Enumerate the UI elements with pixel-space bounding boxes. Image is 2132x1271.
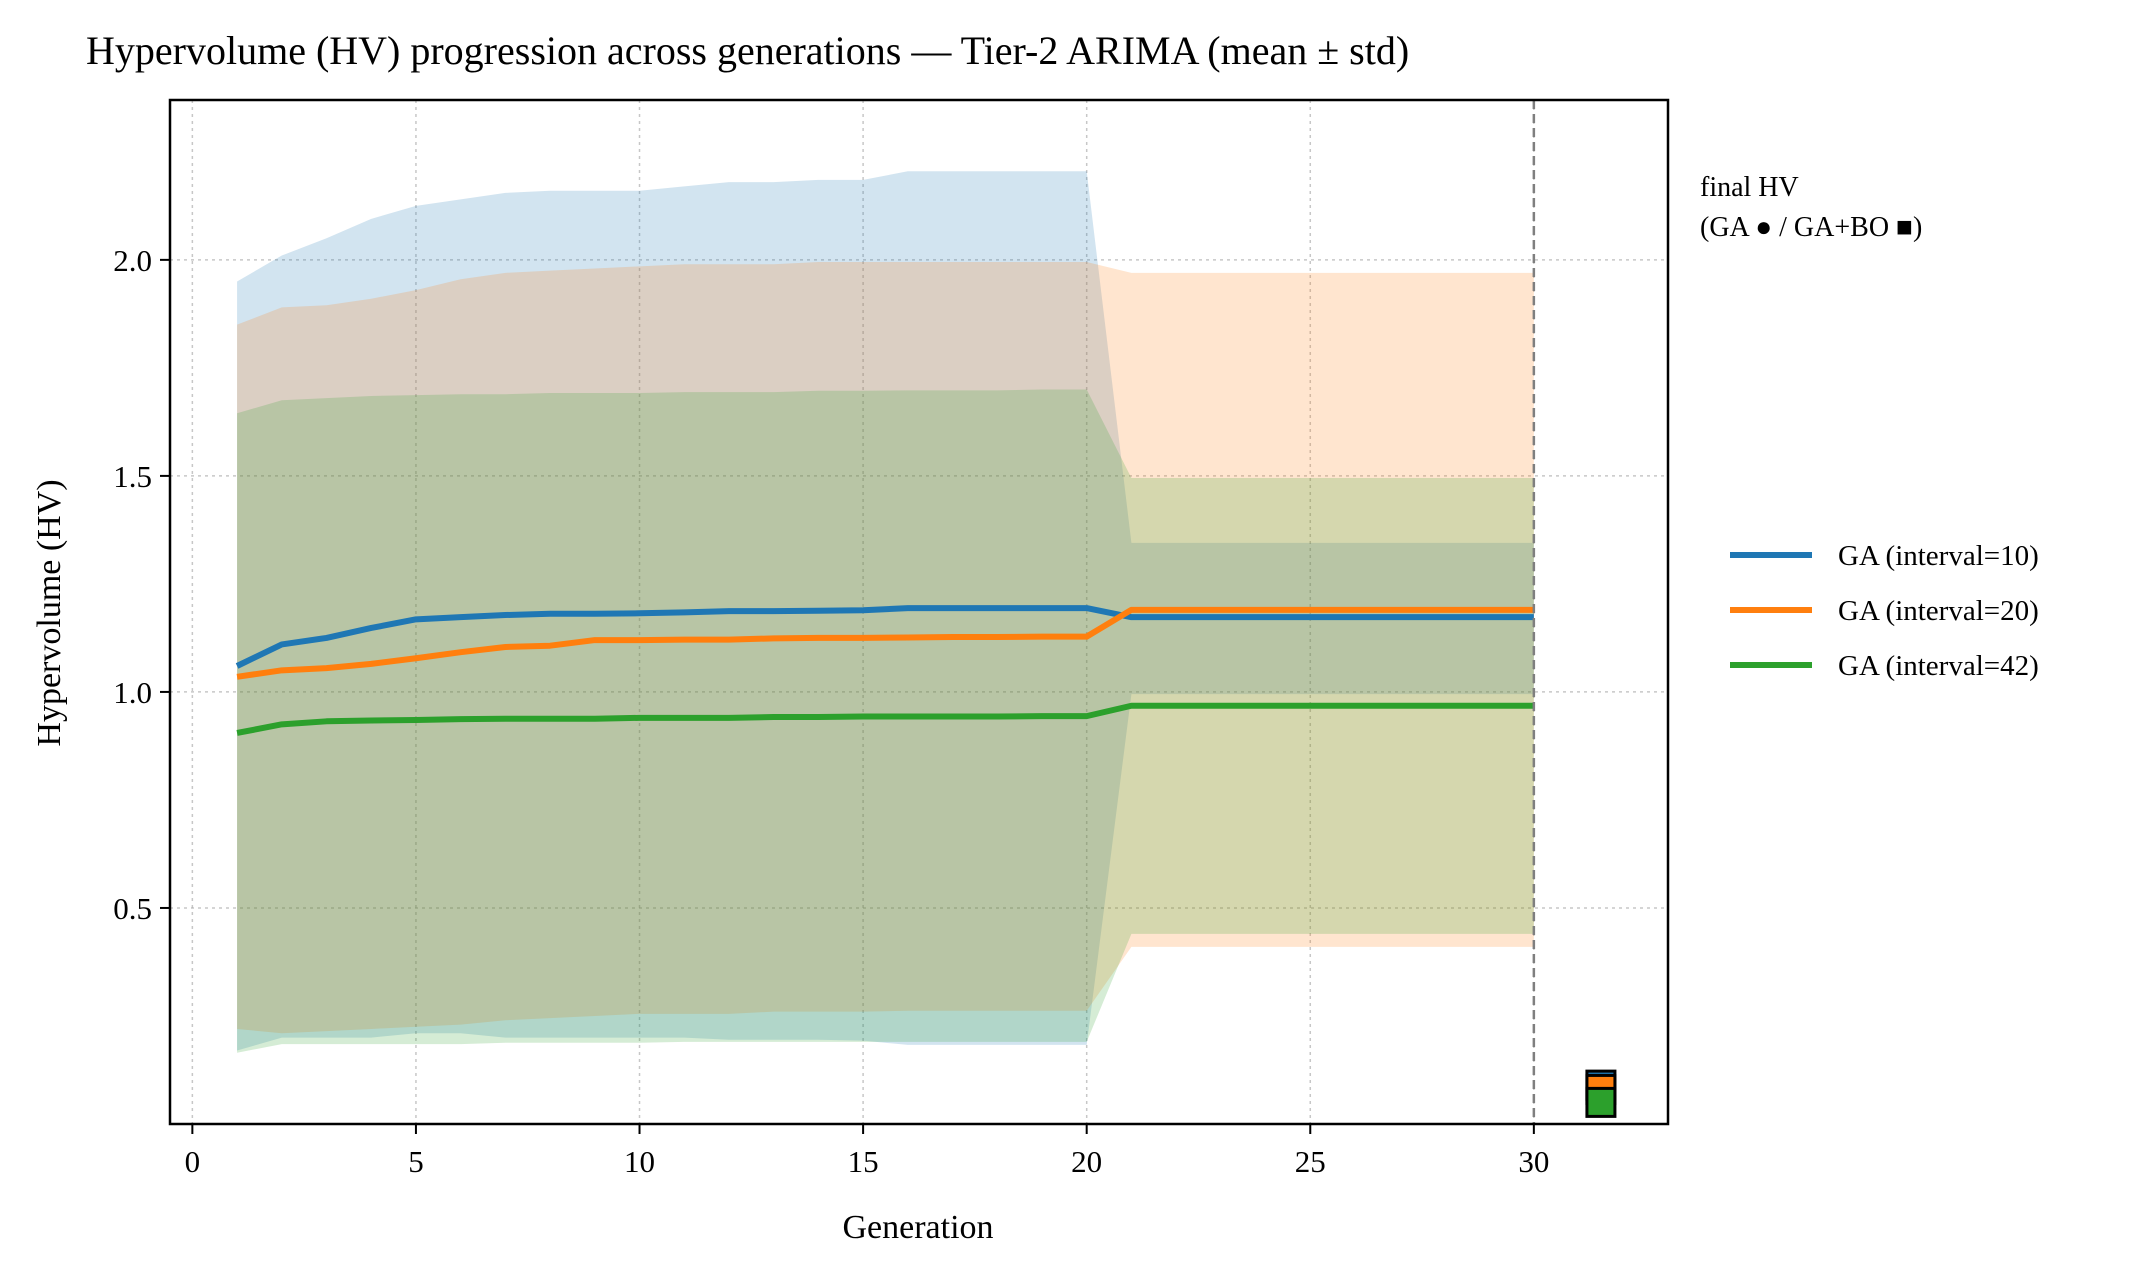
mean-line: [236, 702, 1534, 736]
x-tick-label: 0: [185, 1144, 201, 1179]
mean-line: [235, 605, 1534, 669]
y-tick-label: 2.0: [113, 243, 152, 278]
x-axis-ticks: 0 5 10 15 20 25 30: [185, 1124, 1549, 1179]
y-axis-label: Hypervolume (HV): [31, 479, 68, 746]
legend: GA (interval=10) GA (interval=20) GA (inte…: [1730, 540, 2039, 682]
final-hv-annotation: final HV (GA ● / GA+BO ■): [1700, 172, 1922, 243]
mean-line: [236, 606, 1534, 680]
std-band: [237, 389, 1534, 1053]
legend-label: GA (interval=20): [1838, 595, 2039, 627]
y-axis-ticks: 0.5 1.0 1.5 2.0: [113, 243, 170, 926]
mean-lines: [235, 605, 1534, 736]
x-tick-label: 5: [408, 1144, 424, 1179]
y-tick-label: 1.0: [113, 675, 152, 710]
x-tick-label: 30: [1518, 1144, 1549, 1179]
x-axis-label: Generation: [842, 1209, 993, 1246]
y-tick-label: 0.5: [113, 891, 152, 926]
x-tick-label: 25: [1295, 1144, 1326, 1179]
final-hv-square-marker: [1585, 1086, 1617, 1118]
annotation-line-2: (GA ● / GA+BO ■): [1700, 212, 1922, 243]
std-band: [237, 262, 1534, 1034]
legend-label: GA (interval=10): [1838, 540, 2039, 572]
x-tick-label: 20: [1071, 1144, 1102, 1179]
plot-frame: [168, 98, 1670, 1126]
legend-label: GA (interval=42): [1838, 650, 2039, 682]
annotation-line-1: final HV: [1700, 172, 1799, 203]
std-bands: [237, 171, 1534, 1053]
chart-title: Hypervolume (HV) progression across gene…: [86, 28, 1409, 73]
x-tick-label: 10: [624, 1144, 655, 1179]
final-hv-markers: [1585, 1069, 1617, 1118]
x-tick-label: 15: [848, 1144, 879, 1179]
y-tick-label: 1.5: [113, 459, 152, 494]
